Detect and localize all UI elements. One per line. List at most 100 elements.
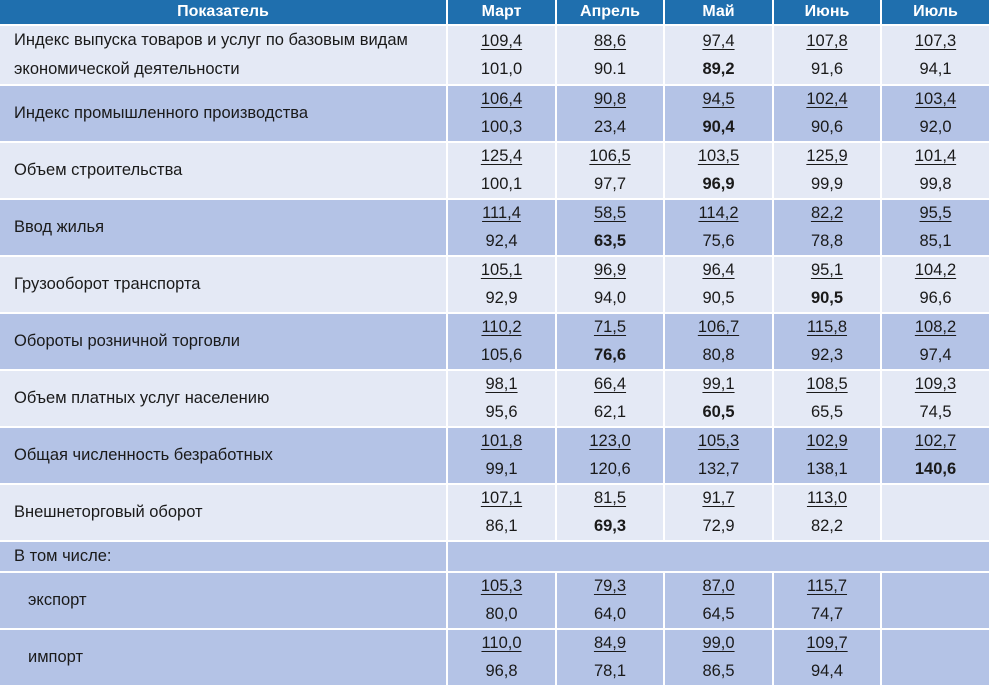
value-cell	[881, 483, 989, 541]
row-label: экспорт	[0, 571, 448, 629]
value-top: 105,3	[697, 432, 740, 450]
value-bottom: 100,3	[480, 118, 523, 136]
value-bottom: 89,2	[702, 59, 735, 78]
value-bottom: 90,5	[702, 289, 735, 307]
table-row: Грузооборот транспорта 105,1 92,9 96,9 94,0 9…	[0, 255, 989, 313]
value-cell: 108,5 65,5	[773, 369, 882, 427]
header-june: Июнь	[773, 0, 882, 25]
value-bottom: 105,6	[480, 346, 523, 364]
value-bottom: 97,7	[593, 175, 627, 193]
value-top: 95,5	[919, 204, 952, 222]
value-bottom: 62,1	[593, 403, 627, 421]
value-top: 102,7	[914, 432, 957, 450]
value-cell: 125,9 99,9	[773, 141, 882, 199]
row-label: Индекс выпуска товаров и услуг по базовы…	[0, 24, 448, 85]
value-bottom: 99,8	[919, 175, 952, 193]
value-cell: 105,3 80,0	[447, 571, 557, 629]
value-top: 88,6	[593, 31, 627, 50]
value-top: 99,1	[702, 375, 735, 393]
value-bottom: 100,1	[480, 175, 523, 193]
row-label: Общая численность безработных	[0, 426, 448, 484]
value-top: 108,2	[914, 318, 957, 336]
table-row: Индекс промышленного производства 106,4 10…	[0, 84, 989, 142]
value-cell: 106,4 100,3	[447, 84, 557, 142]
value-top: 109,7	[806, 634, 848, 652]
value-bottom: 99,1	[485, 460, 518, 478]
section-label: В том числе:	[0, 540, 448, 572]
value-bottom: 91,6	[810, 59, 844, 78]
value-top: 109,4	[480, 31, 523, 50]
value-bottom: 92,0	[919, 118, 952, 136]
table-row: Обороты розничной торговли 110,2 105,6 71,5…	[0, 312, 989, 370]
value-cell: 98,1 95,6	[447, 369, 557, 427]
value-bottom: 95,6	[485, 403, 518, 421]
value-bottom: 92,9	[485, 289, 518, 307]
value-cell: 91,7 72,9	[664, 483, 774, 541]
value-top: 66,4	[593, 375, 627, 393]
header-indicator: Показатель	[0, 0, 448, 25]
value-cell: 101,8 99,1	[447, 426, 557, 484]
value-cell: 102,7 140,6	[881, 426, 989, 484]
value-cell: 96,9 94,0	[556, 255, 665, 313]
value-cell: 102,4 90,6	[773, 84, 882, 142]
value-cell: 82,2 78,8	[773, 198, 882, 256]
value-top: 101,8	[480, 432, 523, 450]
table-row: Общая численность безработных 101,8 99,1 12…	[0, 426, 989, 484]
row-label: Обороты розничной торговли	[0, 312, 448, 370]
value-bottom: 97,4	[919, 346, 952, 364]
value-cell: 109,7 94,4	[773, 628, 882, 685]
value-cell: 97,4 89,2	[664, 24, 774, 85]
value-bottom: 74,7	[810, 605, 844, 623]
value-top: 106,4	[480, 90, 523, 108]
value-cell: 104,2 96,6	[881, 255, 989, 313]
row-label: Ввод жилья	[0, 198, 448, 256]
table-row: экспорт 105,3 80,0 79,3 64,0 87,0 64,5 115,7 74,…	[0, 571, 989, 629]
value-top: 104,2	[914, 261, 957, 279]
value-top: 107,1	[480, 489, 523, 507]
value-bottom: 90,5	[810, 289, 844, 307]
value-cell: 66,4 62,1	[556, 369, 665, 427]
value-cell: 108,2 97,4	[881, 312, 989, 370]
value-cell: 96,4 90,5	[664, 255, 774, 313]
value-cell: 90,8 23,4	[556, 84, 665, 142]
value-cell: 58,5 63,5	[556, 198, 665, 256]
value-cell: 107,3 94,1	[881, 24, 989, 85]
value-cell: 115,7 74,7	[773, 571, 882, 629]
value-bottom: 80,8	[702, 346, 735, 364]
row-label: импорт	[0, 628, 448, 685]
table-row: Индекс выпуска товаров и услуг по базовы…	[0, 24, 989, 85]
value-bottom: 120,6	[589, 460, 631, 478]
value-cell: 105,1 92,9	[447, 255, 557, 313]
value-top: 107,3	[914, 31, 957, 50]
value-cell: 103,4 92,0	[881, 84, 989, 142]
table-body: Индекс выпуска товаров и услуг по базовы…	[0, 24, 989, 685]
table-row: Ввод жилья 111,4 92,4 58,5 63,5 114,2 75,6 82,2…	[0, 198, 989, 256]
value-cell: 109,3 74,5	[881, 369, 989, 427]
value-top: 105,1	[480, 261, 523, 279]
value-bottom: 94,0	[593, 289, 627, 307]
value-bottom: 85,1	[919, 232, 952, 250]
value-top: 103,5	[697, 147, 740, 165]
value-cell: 107,1 86,1	[447, 483, 557, 541]
value-top: 101,4	[914, 147, 957, 165]
value-bottom: 60,5	[702, 403, 735, 421]
value-top: 114,2	[698, 204, 739, 222]
value-bottom: 86,5	[702, 662, 735, 680]
value-top: 84,9	[593, 634, 627, 652]
value-top: 110,2	[481, 318, 522, 336]
value-cell: 110,2 105,6	[447, 312, 557, 370]
value-bottom: 65,5	[810, 403, 844, 421]
table-row: импорт 110,0 96,8 84,9 78,1 99,0 86,5 109,7 94,4	[0, 628, 989, 685]
value-cell: 109,4 101,0	[447, 24, 557, 85]
value-top: 82,2	[810, 204, 844, 222]
value-cell	[881, 571, 989, 629]
value-cell	[881, 628, 989, 685]
section-row: В том числе:	[0, 540, 989, 572]
header-march: Март	[447, 0, 557, 25]
table-row: Внешнеторговый оборот 107,1 86,1 81,5 69,3 91…	[0, 483, 989, 541]
value-cell: 71,5 76,6	[556, 312, 665, 370]
value-top: 107,8	[806, 31, 848, 50]
value-cell: 84,9 78,1	[556, 628, 665, 685]
value-top: 99,0	[702, 634, 735, 652]
value-top: 105,3	[480, 577, 523, 595]
